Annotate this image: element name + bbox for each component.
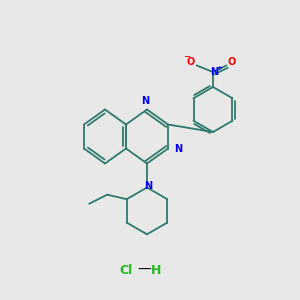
Text: −: −	[183, 52, 190, 62]
Text: O: O	[187, 57, 195, 67]
Text: N: N	[141, 96, 150, 106]
Text: N: N	[144, 181, 153, 191]
Text: O: O	[228, 57, 236, 68]
Text: N: N	[210, 67, 219, 77]
Text: —: —	[137, 263, 151, 277]
Text: +: +	[217, 64, 223, 70]
Text: H: H	[151, 263, 161, 277]
Text: N: N	[175, 143, 183, 154]
Text: Cl: Cl	[119, 263, 133, 277]
